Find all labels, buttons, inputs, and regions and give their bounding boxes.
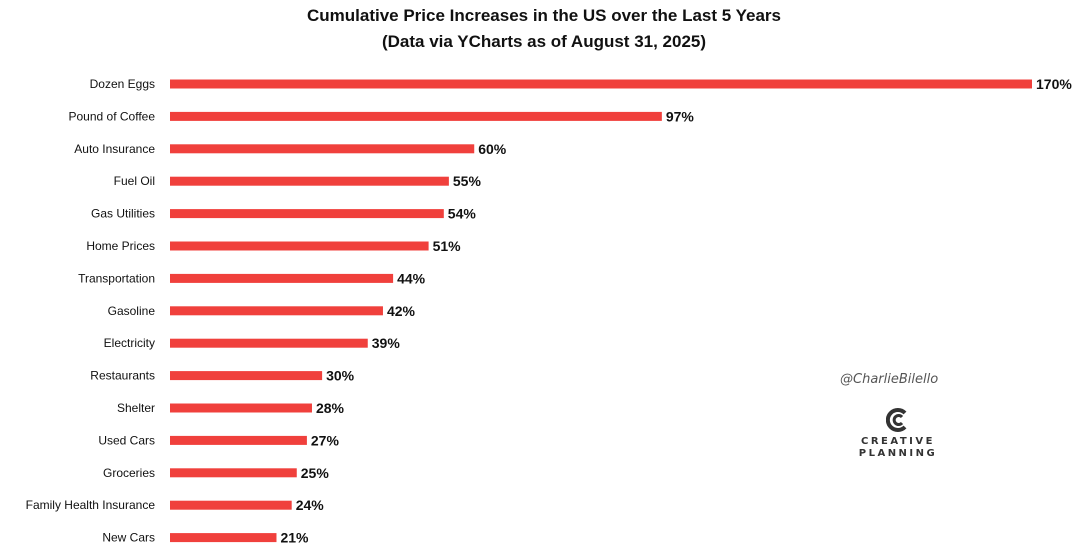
category-label: Electricity: [104, 336, 155, 350]
data-label: 39%: [372, 335, 401, 351]
bar: [170, 111, 662, 121]
data-label: 21%: [280, 530, 309, 546]
creative-planning-logo: CREATIVE PLANNING: [838, 408, 958, 460]
bar: [170, 403, 312, 413]
data-label: 51%: [433, 238, 462, 254]
author-handle: @CharlieBilello: [840, 372, 939, 387]
data-label: 27%: [311, 432, 340, 448]
data-label: 170%: [1036, 76, 1072, 92]
chart-title: Cumulative Price Increases in the US ove…: [306, 6, 782, 25]
bar: [170, 338, 368, 348]
bar: [170, 209, 444, 219]
data-label: 60%: [478, 141, 507, 157]
bar: [170, 241, 429, 251]
category-label: Restaurants: [90, 369, 155, 383]
bar: [170, 176, 449, 186]
logo-line-1: CREATIVE: [861, 436, 935, 447]
category-label: Auto Insurance: [74, 142, 155, 156]
data-label: 25%: [301, 465, 330, 481]
bar: [170, 144, 475, 154]
bar: [170, 533, 277, 543]
category-label: Groceries: [103, 466, 155, 480]
chart-subtitle: (Data via YCharts as of August 31, 2025): [381, 32, 707, 51]
category-label: Transportation: [78, 271, 155, 285]
bar: [170, 371, 323, 381]
data-label: 28%: [316, 400, 345, 416]
category-label: Pound of Coffee: [68, 109, 155, 123]
category-label: Family Health Insurance: [26, 498, 156, 512]
data-label: 97%: [666, 108, 695, 124]
category-label: Dozen Eggs: [90, 77, 155, 91]
category-label: Home Prices: [86, 239, 155, 253]
data-label: 24%: [296, 497, 325, 513]
category-label: Gasoline: [108, 304, 156, 318]
bar: [170, 435, 307, 445]
category-label: Used Cars: [98, 433, 155, 447]
bar: [170, 79, 1032, 89]
category-label: New Cars: [102, 531, 155, 545]
data-label: 44%: [397, 270, 426, 286]
category-label: Shelter: [117, 401, 155, 415]
data-label: 55%: [453, 173, 482, 189]
creative-planning-logo-icon: [885, 408, 910, 432]
category-label: Fuel Oil: [114, 174, 155, 188]
data-label: 30%: [326, 368, 355, 384]
bar: [170, 468, 297, 478]
bar: [170, 273, 394, 283]
data-label: 42%: [387, 303, 416, 319]
category-label: Gas Utilities: [91, 207, 155, 221]
bar: [170, 500, 292, 510]
data-label: 54%: [448, 206, 477, 222]
logo-line-2: PLANNING: [858, 448, 938, 459]
bar: [170, 306, 383, 316]
